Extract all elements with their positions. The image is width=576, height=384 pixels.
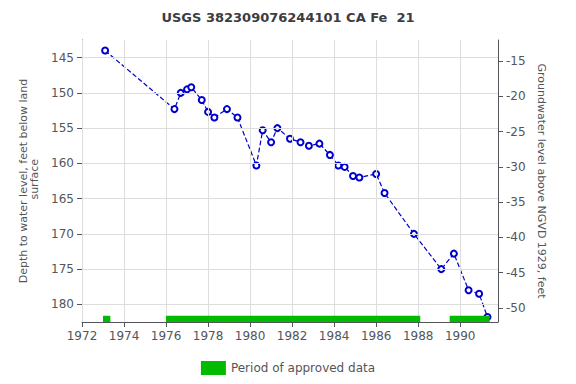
svg-text:175: 175 bbox=[51, 262, 74, 276]
svg-text:-45: -45 bbox=[506, 266, 526, 280]
svg-text:1978: 1978 bbox=[193, 329, 224, 343]
svg-text:1984: 1984 bbox=[319, 329, 350, 343]
svg-text:160: 160 bbox=[51, 156, 74, 170]
svg-text:-20: -20 bbox=[506, 89, 526, 103]
svg-text:surface: surface bbox=[28, 159, 41, 203]
svg-text:1976: 1976 bbox=[151, 329, 182, 343]
svg-text:1990: 1990 bbox=[445, 329, 476, 343]
svg-text:1982: 1982 bbox=[277, 329, 308, 343]
svg-text:1980: 1980 bbox=[235, 329, 266, 343]
svg-text:-40: -40 bbox=[506, 230, 526, 244]
svg-text:Period of approved data: Period of approved data bbox=[231, 361, 375, 375]
svg-text:155: 155 bbox=[51, 121, 74, 135]
svg-text:-35: -35 bbox=[506, 195, 526, 209]
svg-text:145: 145 bbox=[51, 51, 74, 65]
svg-text:1972: 1972 bbox=[67, 329, 98, 343]
svg-text:1988: 1988 bbox=[403, 329, 434, 343]
svg-text:Depth to water level, feet bel: Depth to water level, feet below land bbox=[17, 78, 31, 284]
svg-text:-15: -15 bbox=[506, 54, 526, 68]
svg-text:Groundwater level above NGVD 1: Groundwater level above NGVD 1929, feet bbox=[535, 63, 548, 299]
svg-text:150: 150 bbox=[51, 86, 74, 100]
svg-text:165: 165 bbox=[51, 192, 74, 206]
svg-text:180: 180 bbox=[51, 297, 74, 311]
svg-text:-25: -25 bbox=[506, 125, 526, 139]
svg-text:1986: 1986 bbox=[361, 329, 392, 343]
svg-text:-30: -30 bbox=[506, 160, 526, 174]
svg-text:USGS 382309076244101 CA Fe 21: USGS 382309076244101 CA Fe 21 bbox=[161, 10, 414, 25]
svg-text:170: 170 bbox=[51, 227, 74, 241]
svg-text:-50: -50 bbox=[506, 301, 526, 315]
svg-text:1974: 1974 bbox=[109, 329, 140, 343]
